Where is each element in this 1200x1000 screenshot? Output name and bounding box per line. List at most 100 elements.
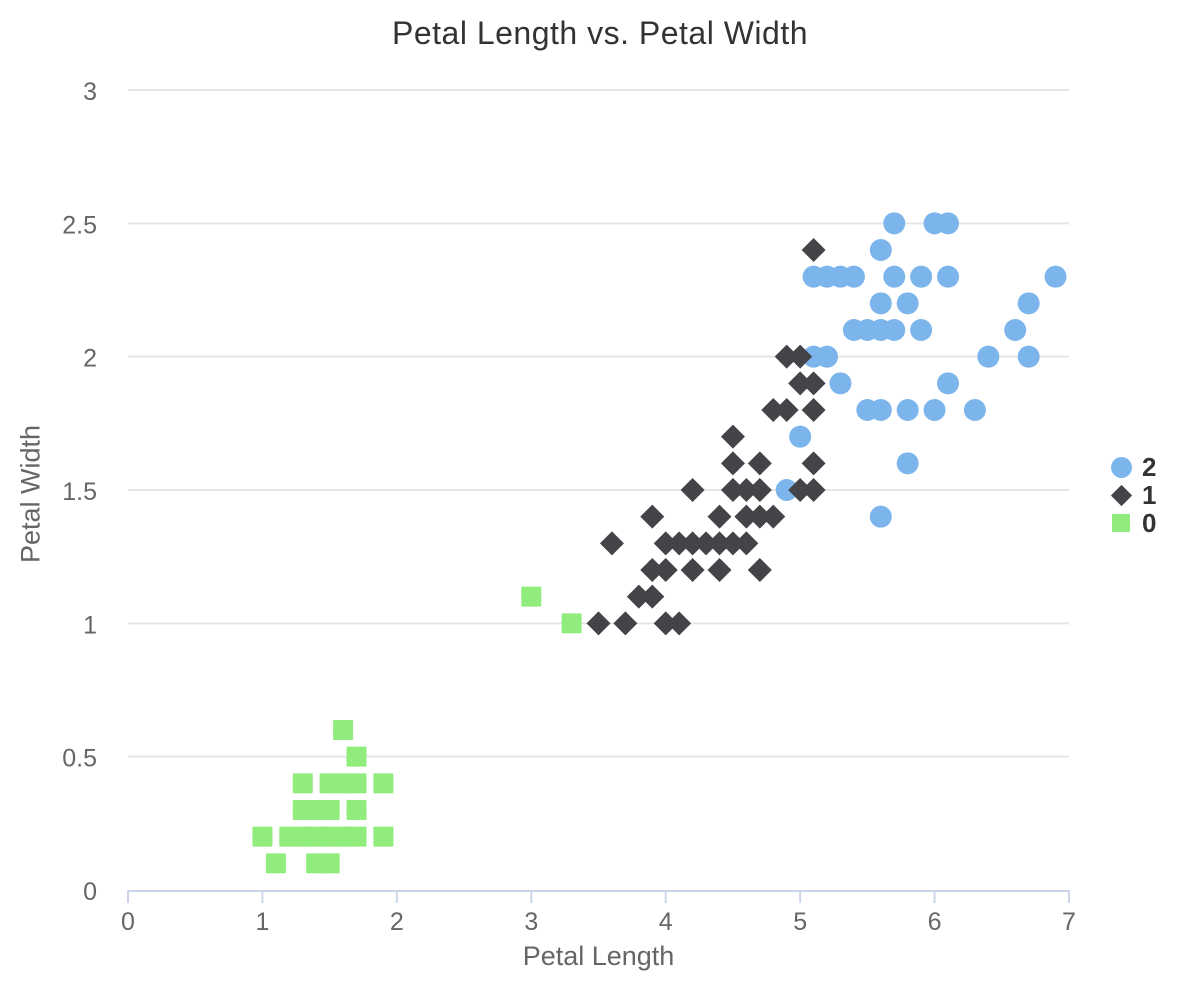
data-point-class-1[interactable] [640,584,665,609]
data-point-class-1[interactable] [734,478,759,502]
data-point-class-1[interactable] [774,398,799,422]
data-point-class-1[interactable] [707,531,732,556]
legend: 2 1 0 [1110,454,1157,538]
data-point-class-1[interactable] [788,371,813,396]
data-point-class-1[interactable] [694,531,719,556]
chart-title: Petal Length vs. Petal Width [392,15,808,51]
data-point-class-1[interactable] [788,344,813,369]
legend-marker-wrap [1110,456,1132,478]
data-point-class-2[interactable] [869,292,892,315]
data-point-class-1[interactable] [801,478,826,502]
data-point-class-0[interactable] [521,586,542,607]
data-point-class-0[interactable] [346,800,367,820]
data-point-class-1[interactable] [747,478,772,502]
data-point-class-0[interactable] [319,853,340,874]
data-point-class-2[interactable] [1004,319,1027,341]
data-point-class-1[interactable] [653,611,678,636]
data-point-class-0[interactable] [319,800,340,820]
data-point-class-2[interactable] [1017,345,1040,368]
x-tick-label: 6 [928,908,942,936]
data-point-class-2[interactable] [816,345,839,368]
data-point-class-1[interactable] [640,504,665,529]
data-point-class-2[interactable] [789,425,812,448]
data-point-class-1[interactable] [640,558,665,582]
data-point-class-0[interactable] [346,773,367,794]
data-point-class-2[interactable] [910,265,933,288]
data-point-class-1[interactable] [747,451,772,476]
data-point-class-1[interactable] [801,371,826,396]
data-point-class-0[interactable] [373,826,394,847]
data-point-class-1[interactable] [599,531,624,556]
data-point-class-0[interactable] [292,773,313,794]
legend-item-1[interactable]: 1 [1110,480,1157,510]
data-point-class-1[interactable] [680,531,705,556]
y-tick-label: 2 [83,345,97,373]
data-point-class-1[interactable] [653,531,678,556]
data-point-class-2[interactable] [869,239,892,261]
data-point-class-2[interactable] [937,212,960,235]
legend-marker-wrap [1110,512,1132,534]
data-point-class-1[interactable] [667,531,692,556]
data-point-class-1[interactable] [720,451,745,476]
legend-square-icon [1112,514,1130,532]
data-point-class-1[interactable] [734,504,759,529]
data-point-class-2[interactable] [869,505,892,528]
data-point-class-1[interactable] [707,504,732,529]
data-point-class-1[interactable] [680,558,705,582]
data-point-class-1[interactable] [707,558,732,582]
data-point-class-2[interactable] [883,265,906,288]
data-point-class-1[interactable] [720,478,745,502]
data-point-class-2[interactable] [869,399,892,421]
data-point-class-2[interactable] [937,265,960,288]
y-tick-label: 1 [83,611,97,639]
legend-circle-icon [1110,456,1132,478]
data-point-class-1[interactable] [761,398,786,422]
data-point-class-1[interactable] [653,558,678,582]
data-point-class-0[interactable] [561,613,582,634]
data-point-class-2[interactable] [842,265,865,288]
legend-label-0: 0 [1142,508,1157,538]
legend-label-1: 1 [1142,480,1157,510]
data-point-class-1[interactable] [667,611,692,636]
data-point-class-2[interactable] [1017,292,1040,315]
data-point-class-0[interactable] [346,746,367,767]
data-point-class-2[interactable] [896,399,919,421]
data-point-class-2[interactable] [1044,265,1067,288]
data-point-class-2[interactable] [883,212,906,235]
data-point-class-1[interactable] [720,531,745,556]
data-point-class-2[interactable] [977,345,1000,368]
data-point-class-1[interactable] [586,611,611,636]
legend-item-2[interactable]: 2 [1110,454,1156,480]
data-point-class-2[interactable] [910,319,933,341]
data-point-class-1[interactable] [761,504,786,529]
data-point-class-1[interactable] [626,584,651,609]
data-point-class-0[interactable] [265,853,286,874]
data-point-class-1[interactable] [734,531,759,556]
data-point-class-1[interactable] [801,238,826,262]
data-point-class-2[interactable] [829,372,852,395]
data-point-class-2[interactable] [775,479,798,501]
data-point-class-2[interactable] [937,372,960,395]
data-point-class-1[interactable] [788,478,813,502]
data-point-class-2[interactable] [963,399,986,421]
data-point-class-1[interactable] [801,451,826,476]
data-point-class-1[interactable] [747,558,772,582]
legend-item-0[interactable]: 0 [1110,508,1157,538]
data-point-class-0[interactable] [373,773,394,794]
data-point-class-0[interactable] [333,720,354,740]
x-tick-label: 4 [659,908,673,936]
data-point-class-2[interactable] [896,452,919,475]
legend-diamond-icon [1110,484,1132,506]
data-point-class-1[interactable] [774,344,799,369]
data-point-class-2[interactable] [923,399,946,421]
y-tick-label: 0.5 [62,745,97,773]
data-point-class-1[interactable] [720,424,745,449]
data-point-class-2[interactable] [896,292,919,315]
data-point-class-1[interactable] [680,478,705,502]
data-point-class-1[interactable] [747,504,772,529]
data-point-class-1[interactable] [613,611,638,636]
data-point-class-0[interactable] [252,826,273,847]
data-point-class-2[interactable] [883,319,906,341]
data-point-class-1[interactable] [801,398,826,422]
data-point-class-0[interactable] [346,826,367,847]
